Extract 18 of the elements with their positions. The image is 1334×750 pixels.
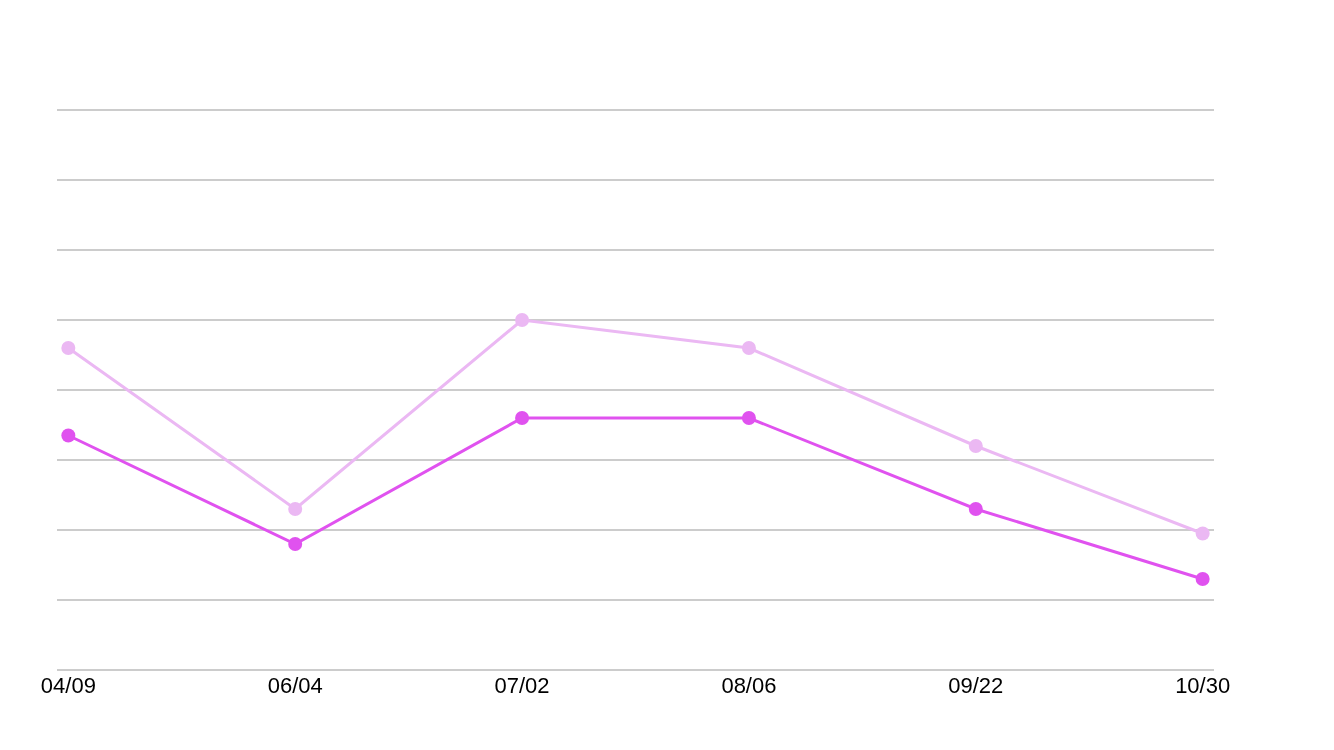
point bbox=[1195, 572, 1210, 586]
x-tick-label: 10/30 bbox=[1175, 673, 1231, 698]
x-tick-label: 08/06 bbox=[721, 673, 777, 698]
point bbox=[515, 313, 530, 327]
point bbox=[288, 502, 303, 516]
x-tick-label: 09/22 bbox=[948, 673, 1004, 698]
point bbox=[1195, 526, 1210, 541]
point bbox=[61, 428, 76, 443]
point bbox=[968, 502, 983, 516]
point bbox=[61, 341, 76, 355]
x-tick-label: 07/02 bbox=[494, 673, 550, 698]
point bbox=[741, 411, 756, 425]
point bbox=[515, 411, 530, 425]
x-tick-label: 06/04 bbox=[267, 673, 323, 698]
point bbox=[288, 537, 303, 551]
point bbox=[968, 439, 983, 453]
point bbox=[741, 341, 756, 355]
x-tick-label: 04/09 bbox=[40, 673, 96, 698]
